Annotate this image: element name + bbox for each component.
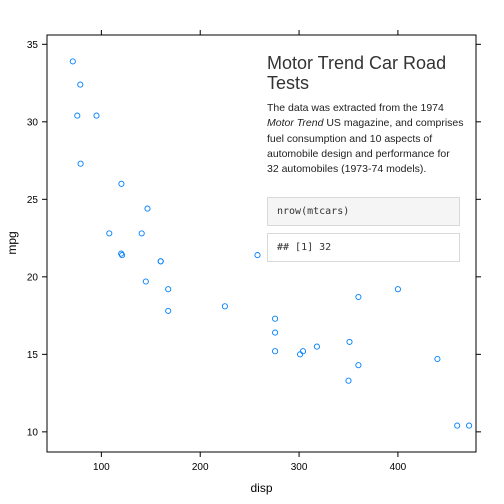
data-point	[299, 348, 307, 355]
data-point	[165, 286, 172, 293]
x-tick-label: 400	[390, 462, 407, 473]
plot-frame	[46, 34, 477, 453]
code-output-box: ## [1] 32	[267, 233, 460, 262]
data-point	[118, 180, 125, 187]
panel-description: The data was extracted from the 1974 Mot…	[267, 101, 464, 177]
data-point	[93, 112, 100, 119]
description-text-end: US magazine, and comprises fuel consumpt…	[267, 117, 464, 176]
data-point	[77, 81, 84, 88]
data-point	[434, 355, 441, 363]
data-point	[142, 278, 149, 285]
data-point	[106, 230, 113, 237]
info-panel: Motor Trend Car Road Tests The data was …	[267, 53, 464, 177]
data-point	[221, 303, 228, 310]
axis-ticks: 100 200 300 400 10 15 20 25 30 35	[27, 30, 481, 473]
data-point	[272, 348, 279, 355]
data-point	[454, 422, 461, 429]
data-point	[355, 293, 362, 301]
y-tick-label: 35	[27, 40, 39, 51]
data-points	[69, 58, 473, 429]
y-tick-label: 15	[27, 350, 39, 361]
y-axis-label: mpg	[5, 231, 19, 254]
data-point	[77, 160, 84, 167]
data-point	[254, 252, 261, 259]
data-point	[345, 377, 352, 384]
data-point	[157, 258, 164, 265]
data-point	[144, 205, 151, 212]
data-point	[297, 351, 304, 358]
data-point	[165, 307, 172, 314]
y-tick-label: 10	[27, 427, 39, 438]
x-tick-label: 200	[192, 462, 209, 473]
y-tick-label: 25	[27, 195, 39, 206]
x-tick-label: 100	[93, 462, 110, 473]
code-output-text: ## [1] 32	[277, 242, 332, 253]
y-tick-label: 30	[27, 117, 39, 128]
data-point	[69, 58, 76, 65]
data-point	[313, 343, 320, 350]
data-point	[272, 315, 279, 322]
data-point	[118, 250, 125, 257]
x-tick-label: 300	[291, 462, 308, 473]
data-point	[119, 252, 126, 259]
code-input-text: nrow(mtcars)	[277, 206, 350, 217]
data-point	[74, 112, 81, 119]
code-input-box: nrow(mtcars)	[267, 197, 460, 226]
data-point	[272, 329, 279, 336]
panel-title: Motor Trend Car Road Tests	[267, 53, 447, 93]
description-magazine-name: Motor Trend	[267, 117, 324, 130]
description-text-start: The data was extracted from the 1974	[267, 102, 444, 114]
data-point	[394, 286, 401, 293]
data-point	[466, 422, 473, 429]
data-point	[138, 230, 145, 237]
data-point	[346, 338, 353, 345]
x-axis-label: disp	[250, 481, 272, 495]
data-point	[355, 362, 362, 369]
y-tick-label: 20	[27, 272, 39, 283]
